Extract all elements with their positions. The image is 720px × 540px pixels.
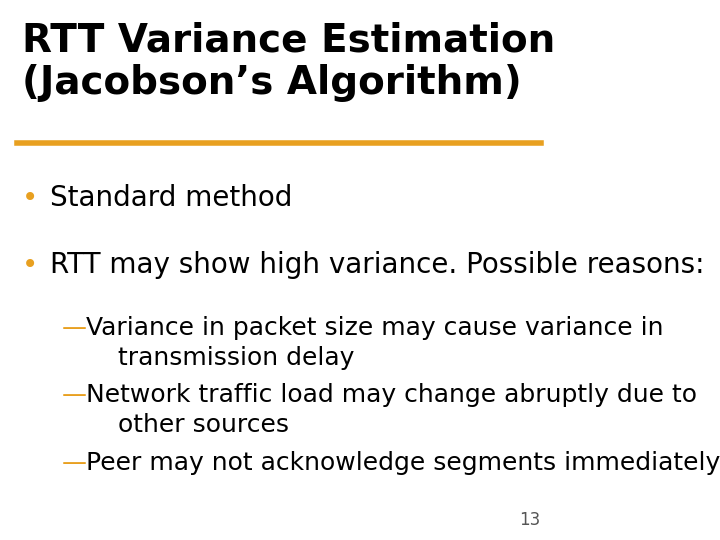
Text: Variance in packet size may cause variance in
    transmission delay: Variance in packet size may cause varian…	[86, 316, 664, 369]
Text: 13: 13	[519, 511, 541, 529]
Text: RTT may show high variance. Possible reasons:: RTT may show high variance. Possible rea…	[50, 251, 705, 279]
Text: •: •	[22, 251, 39, 279]
Text: Peer may not acknowledge segments immediately: Peer may not acknowledge segments immedi…	[86, 451, 720, 475]
Text: Standard method: Standard method	[50, 184, 292, 212]
Text: •: •	[22, 184, 39, 212]
Text: —: —	[61, 316, 86, 340]
Text: —: —	[61, 383, 86, 407]
Text: —: —	[61, 451, 86, 475]
Text: Network traffic load may change abruptly due to
    other sources: Network traffic load may change abruptly…	[86, 383, 698, 437]
Text: RTT Variance Estimation
(Jacobson’s Algorithm): RTT Variance Estimation (Jacobson’s Algo…	[22, 22, 556, 102]
